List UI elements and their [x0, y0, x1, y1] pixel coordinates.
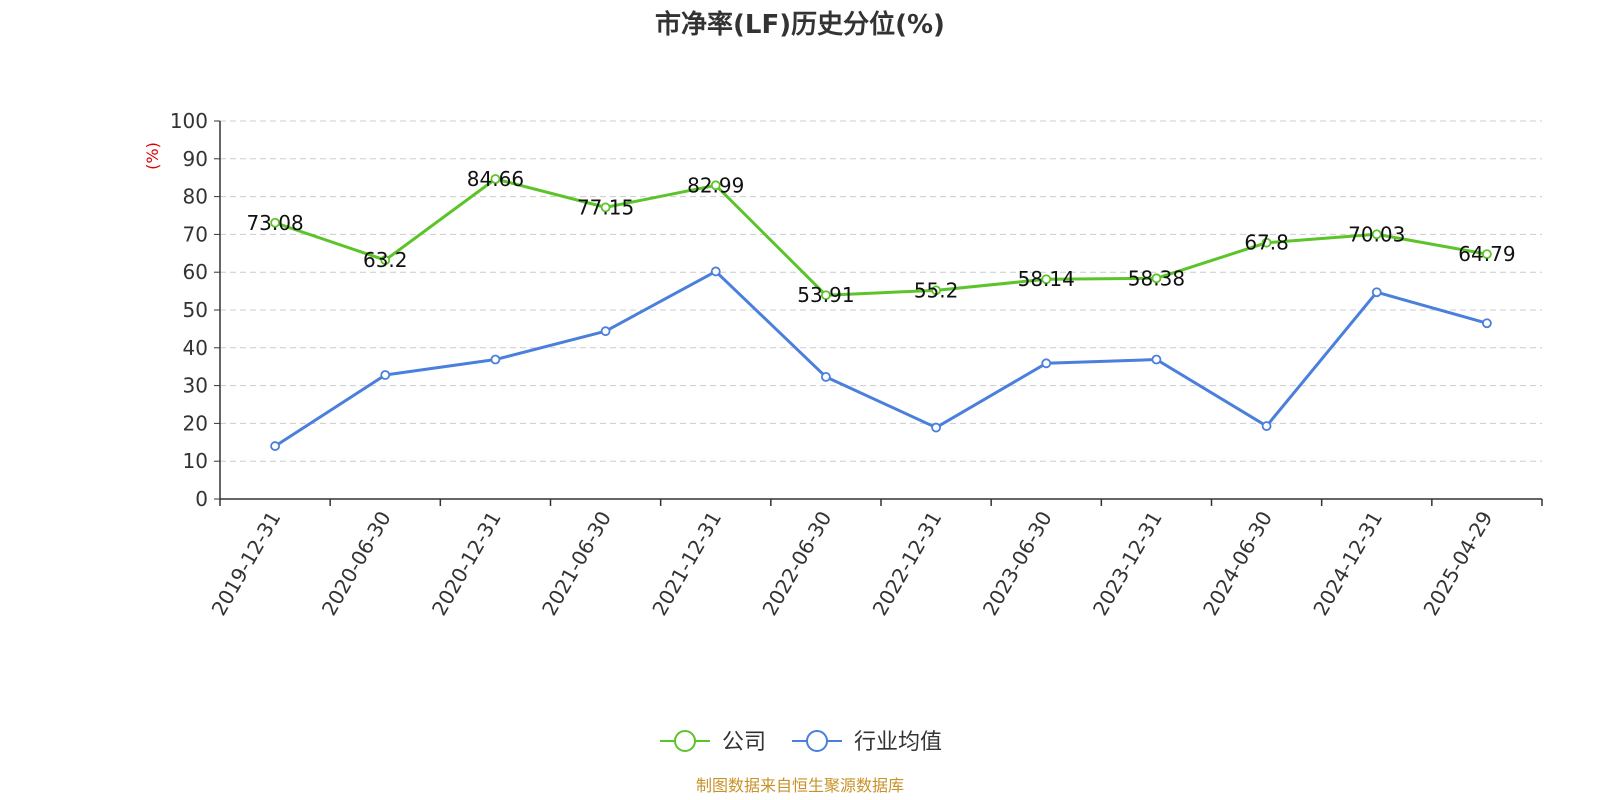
legend-label: 公司	[722, 730, 766, 755]
x-tick-label: 2022-06-30	[757, 507, 836, 620]
legend: 公司 行业均值	[660, 730, 942, 755]
data-label: 53.91	[797, 283, 854, 307]
data-label: 77.15	[577, 195, 634, 219]
legend-label: 行业均值	[854, 730, 942, 755]
x-tick-label: 2023-06-30	[978, 507, 1057, 620]
data-point[interactable]	[1371, 229, 1382, 240]
x-tick-label: 2023-12-31	[1088, 507, 1167, 620]
data-point[interactable]	[1482, 318, 1492, 329]
series-industry-average	[270, 266, 1492, 451]
y-axis-unit-label: (%)	[143, 142, 162, 170]
data-point[interactable]	[1041, 274, 1052, 285]
data-label: 58.14	[1018, 267, 1075, 291]
data-point[interactable]	[821, 290, 831, 301]
data-point[interactable]	[931, 422, 941, 433]
x-tick-label: 2021-06-30	[537, 507, 616, 620]
legend-marker-icon	[674, 730, 696, 752]
y-tick-label: 100	[170, 109, 208, 133]
y-tick-label: 70	[183, 222, 208, 246]
data-label: 63.2	[363, 248, 408, 272]
data-point[interactable]	[600, 326, 611, 337]
data-point[interactable]	[1151, 354, 1162, 365]
y-tick-label: 40	[183, 336, 208, 360]
x-tick-label: 2020-12-31	[427, 507, 506, 620]
data-labels: 73.08 63.2 84.66 77.15 82.99 53.91 55.2 58.14 58…	[246, 167, 1515, 307]
chart-title: 市净率(LF)历史分位(%)	[655, 9, 945, 40]
x-tick-label: 2019-12-31	[207, 507, 286, 620]
data-point[interactable]	[380, 370, 391, 380]
y-tick-label: 0	[195, 487, 208, 511]
grid-lines	[220, 120, 1542, 462]
y-tick-label: 10	[183, 449, 208, 473]
source-note: 制图数据来自恒生聚源数据库	[696, 776, 904, 795]
data-point[interactable]	[270, 217, 280, 228]
y-tick-label: 90	[183, 147, 208, 171]
y-tick-label: 60	[183, 260, 208, 284]
data-label: 58.38	[1128, 266, 1185, 290]
x-tick-label: 2025-04-29	[1418, 507, 1497, 620]
data-point[interactable]	[710, 180, 721, 191]
data-label: 67.8	[1244, 231, 1289, 255]
data-point[interactable]	[1482, 249, 1492, 259]
series-line	[274, 269, 1488, 448]
data-label: 64.79	[1458, 242, 1515, 266]
legend-marker-icon	[806, 730, 828, 752]
data-point[interactable]	[600, 202, 611, 213]
data-point[interactable]	[821, 372, 831, 382]
x-tick-label: 2024-12-31	[1308, 507, 1387, 620]
y-tick-label: 20	[183, 411, 208, 435]
series-layer	[270, 174, 1492, 451]
data-label: 82.99	[687, 173, 744, 197]
data-point[interactable]	[490, 174, 501, 184]
y-tick-label: 50	[183, 298, 208, 322]
data-point[interactable]	[1261, 237, 1272, 248]
data-label: 55.2	[914, 278, 959, 302]
axes: 0 10 20 30 40 50 60 70 80 90 100 2019-12-31 2020-06-…	[170, 109, 1543, 620]
x-tick-label: 2024-06-30	[1198, 507, 1277, 620]
data-point[interactable]	[1261, 421, 1272, 431]
series-company	[270, 174, 1492, 301]
data-label: 84.66	[467, 167, 524, 191]
x-tick-label: 2020-06-30	[317, 507, 396, 620]
y-tick-label: 30	[183, 374, 208, 398]
data-point[interactable]	[1371, 287, 1382, 298]
data-point[interactable]	[931, 285, 941, 296]
data-point[interactable]	[1041, 358, 1052, 369]
x-tick-label: 2021-12-31	[647, 507, 726, 620]
data-point[interactable]	[490, 354, 501, 365]
legend-item-industry-average[interactable]: 行业均值	[792, 730, 942, 755]
y-tick-label: 80	[183, 185, 208, 209]
data-point[interactable]	[1151, 273, 1162, 284]
data-label: 70.03	[1348, 222, 1405, 246]
data-point[interactable]	[710, 266, 721, 277]
data-point[interactable]	[380, 255, 391, 266]
data-point[interactable]	[270, 441, 280, 451]
data-label: 73.08	[246, 211, 303, 235]
series-line	[274, 177, 1488, 297]
legend-item-company[interactable]: 公司	[660, 730, 766, 755]
x-tick-label: 2022-12-31	[868, 507, 947, 620]
